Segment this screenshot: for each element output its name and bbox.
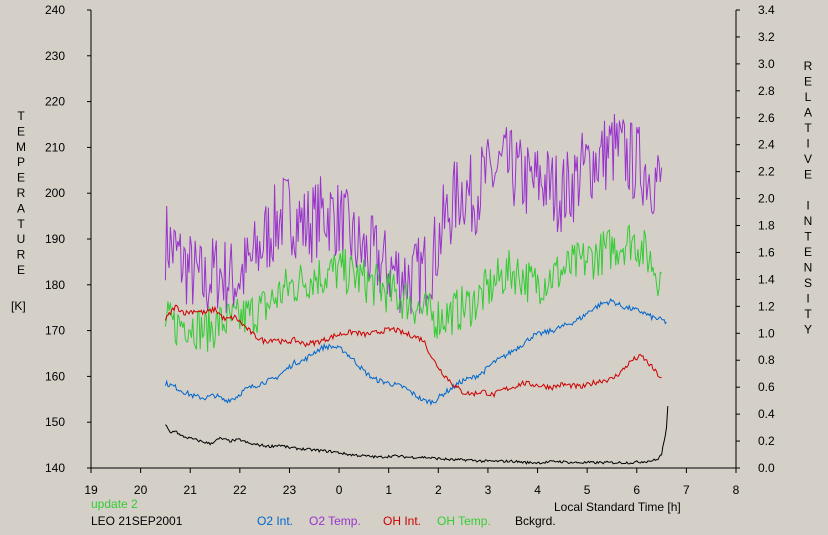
right-tick-label: 2.0	[758, 192, 775, 206]
x-tick-label: 7	[683, 483, 690, 497]
left-axis-unit: [K]	[11, 299, 26, 313]
legend-oh-temp: OH Temp.	[437, 514, 491, 528]
right-tick-label: 3.0	[758, 57, 775, 71]
x-axis-label: Local Standard Time [h]	[554, 500, 681, 514]
left-tick-label: 170	[45, 324, 65, 338]
x-tick-label: 0	[336, 483, 343, 497]
left-axis-letter: E	[17, 124, 25, 138]
left-tick-label: 240	[45, 3, 65, 17]
right-axis-letter: A	[804, 106, 812, 120]
x-tick-label: 22	[233, 483, 247, 497]
right-tick-label: 1.0	[758, 326, 775, 340]
x-tick-label: 19	[84, 483, 98, 497]
left-axis-letter: A	[17, 201, 25, 215]
series-line-oh-temp	[164, 224, 662, 352]
left-axis-letter: R	[17, 248, 26, 262]
right-axis-letter: E	[804, 168, 812, 182]
legend-o2-temp: O2 Temp.	[309, 514, 361, 528]
x-tick-label: 20	[134, 483, 148, 497]
legend-oh-int: OH Int.	[383, 514, 422, 528]
right-axis-letter: E	[804, 245, 812, 259]
station-date-label: LEO 21SEP2001	[91, 514, 183, 528]
x-tick-label: 5	[584, 483, 591, 497]
x-tick-label: 2	[435, 483, 442, 497]
right-axis-letter: V	[804, 152, 812, 166]
right-tick-label: 3.4	[758, 3, 775, 17]
right-tick-label: 1.6	[758, 245, 775, 259]
series-line-o2-temp	[164, 113, 663, 315]
left-axis-letter: E	[17, 263, 25, 277]
right-tick-label: 2.2	[758, 165, 775, 179]
left-y-ticks: 140 150 160 170 180 190 200 210 220 230 240	[45, 3, 91, 475]
right-axis-letter: I	[806, 137, 809, 151]
x-tick-label: 23	[283, 483, 297, 497]
x-tick-label: 8	[733, 483, 740, 497]
left-tick-label: 220	[45, 95, 65, 109]
right-tick-label: 0.2	[758, 434, 775, 448]
series-line-oh-int	[164, 304, 662, 398]
right-tick-label: 0.6	[758, 380, 775, 394]
right-axis-letter: T	[804, 307, 812, 321]
right-axis-letter: E	[804, 75, 812, 89]
x-tick-label: 4	[534, 483, 541, 497]
right-axis-letter: N	[804, 261, 813, 275]
x-tick-label: 3	[485, 483, 492, 497]
right-axis-letter: T	[804, 121, 812, 135]
left-tick-label: 230	[45, 49, 65, 63]
left-axis-letter: R	[17, 186, 26, 200]
right-tick-label: 1.8	[758, 219, 775, 233]
x-ticks: 19 20 21 22 23 0 1 2 3 4 5 6 7 8	[84, 468, 740, 497]
left-tick-label: 150	[45, 415, 65, 429]
x-tick-label: 21	[184, 483, 198, 497]
series-line-bckgrd	[165, 406, 669, 465]
series-layer	[164, 113, 669, 465]
left-tick-label: 200	[45, 186, 65, 200]
right-tick-label: 2.8	[758, 84, 775, 98]
right-tick-label: 0.8	[758, 353, 775, 367]
right-axis-letter: L	[805, 90, 812, 104]
plot-area	[91, 10, 736, 468]
left-axis-letter: M	[16, 140, 26, 154]
right-axis-letter: Y	[804, 323, 812, 337]
left-axis-letter: T	[17, 217, 25, 231]
left-axis-letter: E	[17, 171, 25, 185]
right-tick-label: 0.4	[758, 407, 775, 421]
left-axis-letter: P	[17, 155, 25, 169]
left-tick-label: 140	[45, 461, 65, 475]
left-axis-letter: T	[17, 109, 25, 123]
right-y-ticks: 0.0 0.2 0.4 0.6 0.8 1.0 1.2 1.4 1.6 1.8 2.0 2.2 2.4 2…	[736, 3, 775, 475]
legend-o2-int: O2 Int.	[257, 514, 294, 528]
right-tick-label: 2.4	[758, 138, 775, 152]
x-tick-label: 1	[385, 483, 392, 497]
right-axis-letter: R	[804, 59, 813, 73]
left-tick-label: 180	[45, 278, 65, 292]
left-tick-label: 210	[45, 140, 65, 154]
x-tick-label: 6	[633, 483, 640, 497]
right-tick-label: 2.6	[758, 111, 775, 125]
right-axis-letter: T	[804, 230, 812, 244]
right-tick-label: 1.2	[758, 299, 775, 313]
update-label: update 2	[91, 497, 138, 511]
right-tick-label: 0.0	[758, 461, 775, 475]
left-tick-label: 190	[45, 232, 65, 246]
right-tick-label: 3.2	[758, 30, 775, 44]
legend-bckgrd: Bckgrd.	[515, 514, 556, 528]
right-axis-letter: N	[804, 214, 813, 228]
right-axis-letter: S	[804, 276, 812, 290]
series-line-o2-int	[164, 298, 667, 407]
right-axis-letter: I	[806, 292, 809, 306]
right-tick-label: 1.4	[758, 272, 775, 286]
left-tick-label: 160	[45, 369, 65, 383]
right-axis-letter: I	[806, 199, 809, 213]
left-axis-letter: U	[17, 232, 26, 246]
